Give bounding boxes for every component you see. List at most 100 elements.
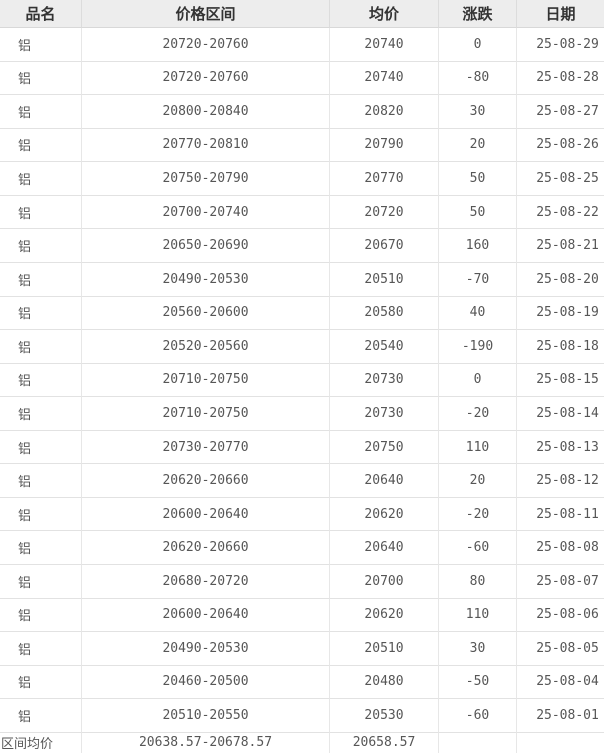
cell-change: 50 [439, 195, 517, 230]
table-row: 铝 20560-20600 20580 40 25-08-19 [0, 296, 604, 331]
table-row: 铝 20800-20840 20820 30 25-08-27 [0, 95, 604, 129]
cell-price-range: 20730-20770 [82, 430, 330, 465]
cell-price-range: 20710-20750 [82, 363, 330, 398]
cell-product: 铝 [0, 665, 82, 700]
footer-cell-date [517, 733, 604, 753]
cell-price-range: 20620-20660 [82, 464, 330, 498]
cell-date: 25-08-15 [517, 364, 604, 398]
cell-product: 铝 [0, 28, 82, 62]
cell-change: -50 [439, 665, 517, 700]
cell-product: 铝 [0, 195, 82, 230]
table-row: 铝 20750-20790 20770 50 25-08-25 [0, 162, 604, 196]
cell-change: 0 [439, 363, 517, 398]
cell-price-range: 20560-20600 [82, 296, 330, 331]
cell-avg-price: 20700 [330, 565, 439, 599]
col-header-product: 品名 [0, 0, 82, 28]
col-header-price-range: 价格区间 [82, 0, 330, 28]
cell-change: -60 [439, 531, 517, 565]
cell-date: 25-08-13 [517, 431, 604, 465]
table-body: 铝 20720-20760 20740 0 25-08-29 铝 20720-20760 20… [0, 28, 604, 733]
table-row: 铝 20490-20530 20510 30 25-08-05 [0, 632, 604, 666]
cell-price-range: 20750-20790 [82, 162, 330, 196]
cell-avg-price: 20740 [330, 28, 439, 62]
table-row: 铝 20720-20760 20740 -80 25-08-28 [0, 61, 604, 96]
cell-change: -70 [439, 262, 517, 297]
cell-price-range: 20720-20760 [82, 28, 330, 62]
cell-avg-price: 20730 [330, 397, 439, 431]
cell-product: 铝 [0, 430, 82, 465]
cell-date: 25-08-08 [517, 531, 604, 565]
cell-change: 0 [439, 28, 517, 62]
cell-avg-price: 20720 [330, 195, 439, 230]
cell-price-range: 20600-20640 [82, 497, 330, 532]
cell-change: 160 [439, 229, 517, 263]
cell-product: 铝 [0, 598, 82, 633]
table-row: 铝 20700-20740 20720 50 25-08-22 [0, 195, 604, 230]
table-row: 铝 20650-20690 20670 160 25-08-21 [0, 229, 604, 263]
cell-price-range: 20620-20660 [82, 531, 330, 565]
cell-date: 25-08-27 [517, 95, 604, 129]
table-row: 铝 20460-20500 20480 -50 25-08-04 [0, 665, 604, 700]
cell-avg-price: 20640 [330, 531, 439, 565]
cell-avg-price: 20670 [330, 229, 439, 263]
cell-price-range: 20460-20500 [82, 665, 330, 700]
cell-price-range: 20720-20760 [82, 61, 330, 96]
cell-price-range: 20490-20530 [82, 632, 330, 666]
cell-product: 铝 [0, 296, 82, 331]
cell-change: -190 [439, 330, 517, 364]
cell-date: 25-08-01 [517, 699, 604, 733]
cell-avg-price: 20820 [330, 95, 439, 129]
cell-price-range: 20520-20560 [82, 330, 330, 364]
table-row: 铝 20620-20660 20640 -60 25-08-08 [0, 531, 604, 565]
cell-product: 铝 [0, 632, 82, 666]
cell-price-range: 20490-20530 [82, 262, 330, 297]
cell-avg-price: 20530 [330, 699, 439, 733]
cell-change: -20 [439, 397, 517, 431]
cell-price-range: 20770-20810 [82, 128, 330, 163]
table-row: 铝 20510-20550 20530 -60 25-08-01 [0, 699, 604, 733]
cell-avg-price: 20620 [330, 497, 439, 532]
table-row: 铝 20710-20750 20730 0 25-08-15 [0, 363, 604, 398]
cell-avg-price: 20540 [330, 330, 439, 364]
cell-price-range: 20700-20740 [82, 195, 330, 230]
footer-cell-avg-price: 20658.57 [330, 732, 439, 753]
table-row: 铝 20620-20660 20640 20 25-08-12 [0, 464, 604, 498]
cell-change: 30 [439, 95, 517, 129]
cell-price-range: 20680-20720 [82, 565, 330, 599]
cell-price-range: 20800-20840 [82, 95, 330, 129]
cell-date: 25-08-22 [517, 196, 604, 230]
cell-product: 铝 [0, 229, 82, 263]
table-footer-row: 区间均价 20638.57-20678.57 20658.57 [0, 732, 604, 753]
cell-date: 25-08-07 [517, 565, 604, 599]
cell-date: 25-08-06 [517, 599, 604, 633]
cell-product: 铝 [0, 699, 82, 733]
cell-product: 铝 [0, 95, 82, 129]
cell-product: 铝 [0, 330, 82, 364]
cell-avg-price: 20770 [330, 162, 439, 196]
cell-change: 20 [439, 128, 517, 163]
cell-price-range: 20600-20640 [82, 598, 330, 633]
footer-cell-change [439, 732, 517, 753]
col-header-avg-price: 均价 [330, 0, 439, 28]
cell-avg-price: 20750 [330, 430, 439, 465]
cell-date: 25-08-04 [517, 666, 604, 700]
table-row: 铝 20490-20530 20510 -70 25-08-20 [0, 262, 604, 297]
cell-date: 25-08-14 [517, 397, 604, 431]
cell-date: 25-08-25 [517, 162, 604, 196]
cell-product: 铝 [0, 397, 82, 431]
cell-change: 110 [439, 430, 517, 465]
cell-avg-price: 20620 [330, 598, 439, 633]
cell-date: 25-08-18 [517, 330, 604, 364]
col-header-date: 日期 [517, 0, 604, 28]
footer-cell-price-range: 20638.57-20678.57 [82, 732, 330, 753]
cell-product: 铝 [0, 262, 82, 297]
cell-price-range: 20650-20690 [82, 229, 330, 263]
cell-avg-price: 20580 [330, 296, 439, 331]
cell-date: 25-08-21 [517, 229, 604, 263]
cell-change: 30 [439, 632, 517, 666]
table-row: 铝 20710-20750 20730 -20 25-08-14 [0, 397, 604, 431]
cell-product: 铝 [0, 565, 82, 599]
cell-avg-price: 20480 [330, 665, 439, 700]
